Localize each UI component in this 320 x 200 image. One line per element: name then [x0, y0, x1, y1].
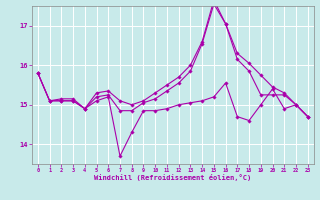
X-axis label: Windchill (Refroidissement éolien,°C): Windchill (Refroidissement éolien,°C): [94, 174, 252, 181]
